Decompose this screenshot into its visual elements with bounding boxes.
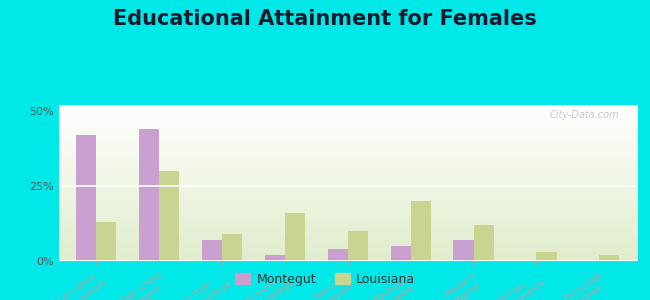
Bar: [328, 249, 348, 261]
Bar: [222, 234, 242, 261]
Bar: [599, 255, 619, 261]
Legend: Montegut, Louisiana: Montegut, Louisiana: [230, 268, 420, 291]
Bar: [265, 255, 285, 261]
Bar: [536, 252, 556, 261]
Bar: [96, 222, 116, 261]
Text: City-Data.com: City-Data.com: [550, 110, 619, 120]
Bar: [285, 213, 305, 261]
Bar: [473, 225, 493, 261]
Bar: [391, 246, 411, 261]
Bar: [454, 240, 473, 261]
Bar: [202, 240, 222, 261]
Bar: [139, 129, 159, 261]
Bar: [411, 201, 431, 261]
Bar: [76, 135, 96, 261]
Bar: [348, 231, 368, 261]
Text: Educational Attainment for Females: Educational Attainment for Females: [113, 9, 537, 29]
Bar: [159, 171, 179, 261]
